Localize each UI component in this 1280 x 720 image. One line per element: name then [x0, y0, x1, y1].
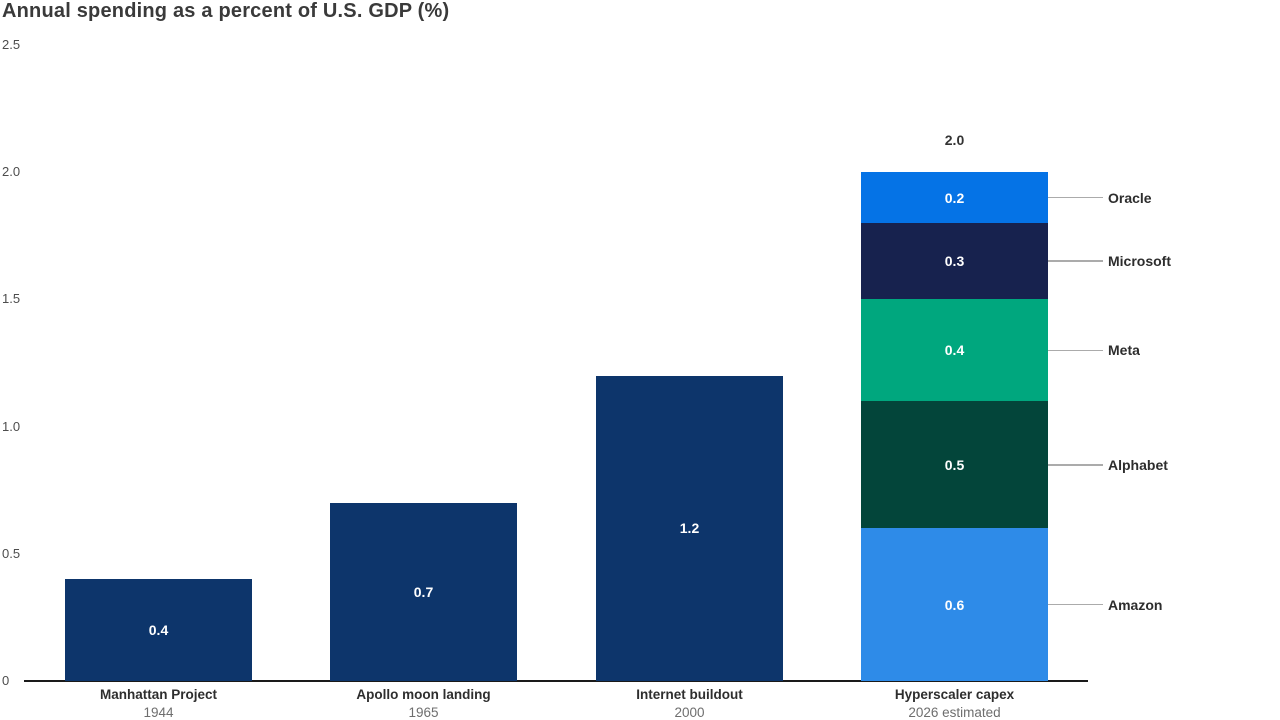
leader-line-microsoft — [1048, 260, 1103, 262]
leader-line-oracle — [1048, 196, 1103, 199]
chart-title: Annual spending as a percent of U.S. GDP… — [2, 0, 450, 22]
bar-value-label-internet-buildout: 1.2 — [679, 520, 700, 537]
segment-value-label-microsoft: 0.3 — [944, 253, 965, 270]
bar-internet-buildout — [596, 375, 783, 681]
segment-value-label-meta: 0.4 — [944, 342, 965, 359]
x-axis-line — [24, 680, 1088, 682]
series-label-meta: Meta — [1108, 342, 1140, 359]
leader-line-amazon — [1048, 603, 1103, 606]
segment-value-label-oracle: 0.2 — [944, 189, 965, 206]
category-label-hyperscaler-capex: Hyperscaler capex — [894, 687, 1015, 702]
bar-segment-alphabet — [861, 401, 1048, 529]
y-axis-tick-label: 1.5 — [2, 291, 21, 307]
series-label-microsoft: Microsoft — [1108, 253, 1171, 270]
series-label-oracle: Oracle — [1108, 189, 1152, 206]
bar-value-label-manhattan-project: 0.4 — [148, 622, 169, 639]
bar-manhattan-project — [65, 579, 252, 681]
bar-segment-meta — [861, 299, 1048, 402]
y-axis-tick-label: 2.5 — [2, 37, 21, 52]
category-label-internet-buildout: Internet buildout — [636, 687, 743, 702]
category-sublabel-manhattan-project: 1944 — [143, 705, 174, 720]
bar-segment-oracle — [861, 172, 1048, 224]
bar-value-label-apollo-moon-landing: 0.7 — [413, 583, 434, 600]
category-sublabel-hyperscaler-capex: 2026 estimated — [908, 705, 1001, 720]
category-label-apollo-moon-landing: Apollo moon landing — [356, 687, 491, 702]
category-sublabel-internet-buildout: 2000 — [674, 705, 705, 720]
y-axis-tick-label: 2.0 — [2, 164, 21, 180]
y-axis-tick-label: 1.0 — [2, 418, 21, 434]
y-axis-tick-label: 0.5 — [2, 545, 21, 561]
bar-segment-amazon — [861, 528, 1048, 681]
series-label-amazon: Amazon — [1108, 596, 1163, 613]
category-label-manhattan-project: Manhattan Project — [99, 687, 218, 702]
series-label-alphabet: Alphabet — [1108, 456, 1168, 473]
segment-value-label-alphabet: 0.5 — [944, 456, 965, 473]
leader-line-meta — [1048, 349, 1103, 352]
leader-line-alphabet — [1048, 464, 1103, 466]
stacked-bar-total-label: 2.0 — [944, 132, 965, 149]
bar-segment-microsoft — [861, 223, 1048, 300]
category-sublabel-apollo-moon-landing: 1965 — [408, 705, 439, 720]
segment-value-label-amazon: 0.6 — [944, 596, 965, 613]
bar-apollo-moon-landing — [330, 502, 517, 681]
y-axis-tick-label: 0 — [2, 673, 10, 688]
